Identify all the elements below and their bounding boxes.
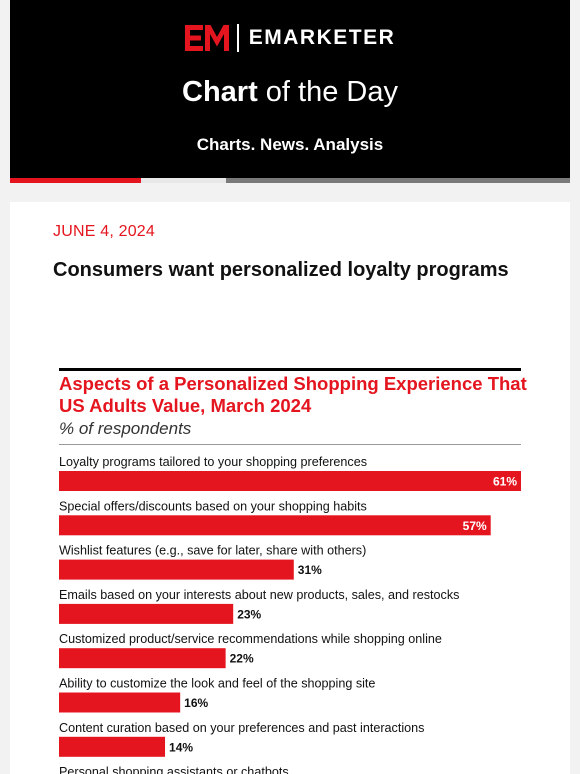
title-bold: Chart [182,76,258,108]
value-label: 14% [169,740,193,754]
logo-divider [236,24,239,52]
emarketer-logo[interactable]: EMARKETER [10,24,570,52]
chart-title: Aspects of a Personalized Shopping Exper… [59,373,527,416]
category-label: Ability to customize the look and feel o… [59,677,375,691]
category-label: Emails based on your interests about new… [59,588,459,602]
brand-name: EMARKETER [248,26,396,49]
bar[interactable] [59,471,521,491]
value-label: 61% [493,475,517,489]
title-rest: of the Day [257,76,398,108]
em-logo-icon [184,25,229,51]
category-label: Loyalty programs tailored to your shoppi… [59,455,367,469]
bar-chart[interactable]: Loyalty programs tailored to your shoppi… [10,202,570,774]
category-label: Special offers/discounts based on your s… [59,499,367,513]
category-label: Customized product/service recommendatio… [59,632,442,646]
chart-subtitle-rule [59,444,521,445]
header-accent-bar [10,178,570,183]
bar[interactable] [59,559,294,580]
chart-top-rule [59,368,521,371]
category-label: Content curation based on your preferenc… [59,721,424,735]
value-label: 16% [184,696,208,710]
value-label: 57% [463,519,487,533]
bar[interactable] [59,648,226,669]
accent-bar-red [10,178,141,183]
accent-bar-grey [226,178,570,183]
value-label: 31% [298,563,322,577]
chart-of-the-day-title: Chart of the Day [10,76,570,109]
value-label: 23% [237,607,261,621]
bar[interactable] [59,736,166,757]
category-label: Personal shopping assistants or chatbots [59,765,289,774]
bar[interactable] [59,692,181,713]
article-headline[interactable]: Consumers want personalized loyalty prog… [53,259,509,281]
value-label: 22% [230,652,254,666]
chart-subtitle: % of respondents [59,419,192,438]
article-date: JUNE 4, 2024 [53,223,156,240]
tagline: Charts. News. Analysis [196,135,384,154]
bar[interactable] [59,515,491,536]
category-label: Wishlist features (e.g., save for later,… [59,544,366,558]
bar[interactable] [59,603,234,624]
accent-bar-gap [141,178,226,183]
article-card: JUNE 4, 2024 Consumers want personalized… [10,202,570,774]
header-banner: EMARKETER Chart of the Day Charts. News.… [10,0,570,183]
